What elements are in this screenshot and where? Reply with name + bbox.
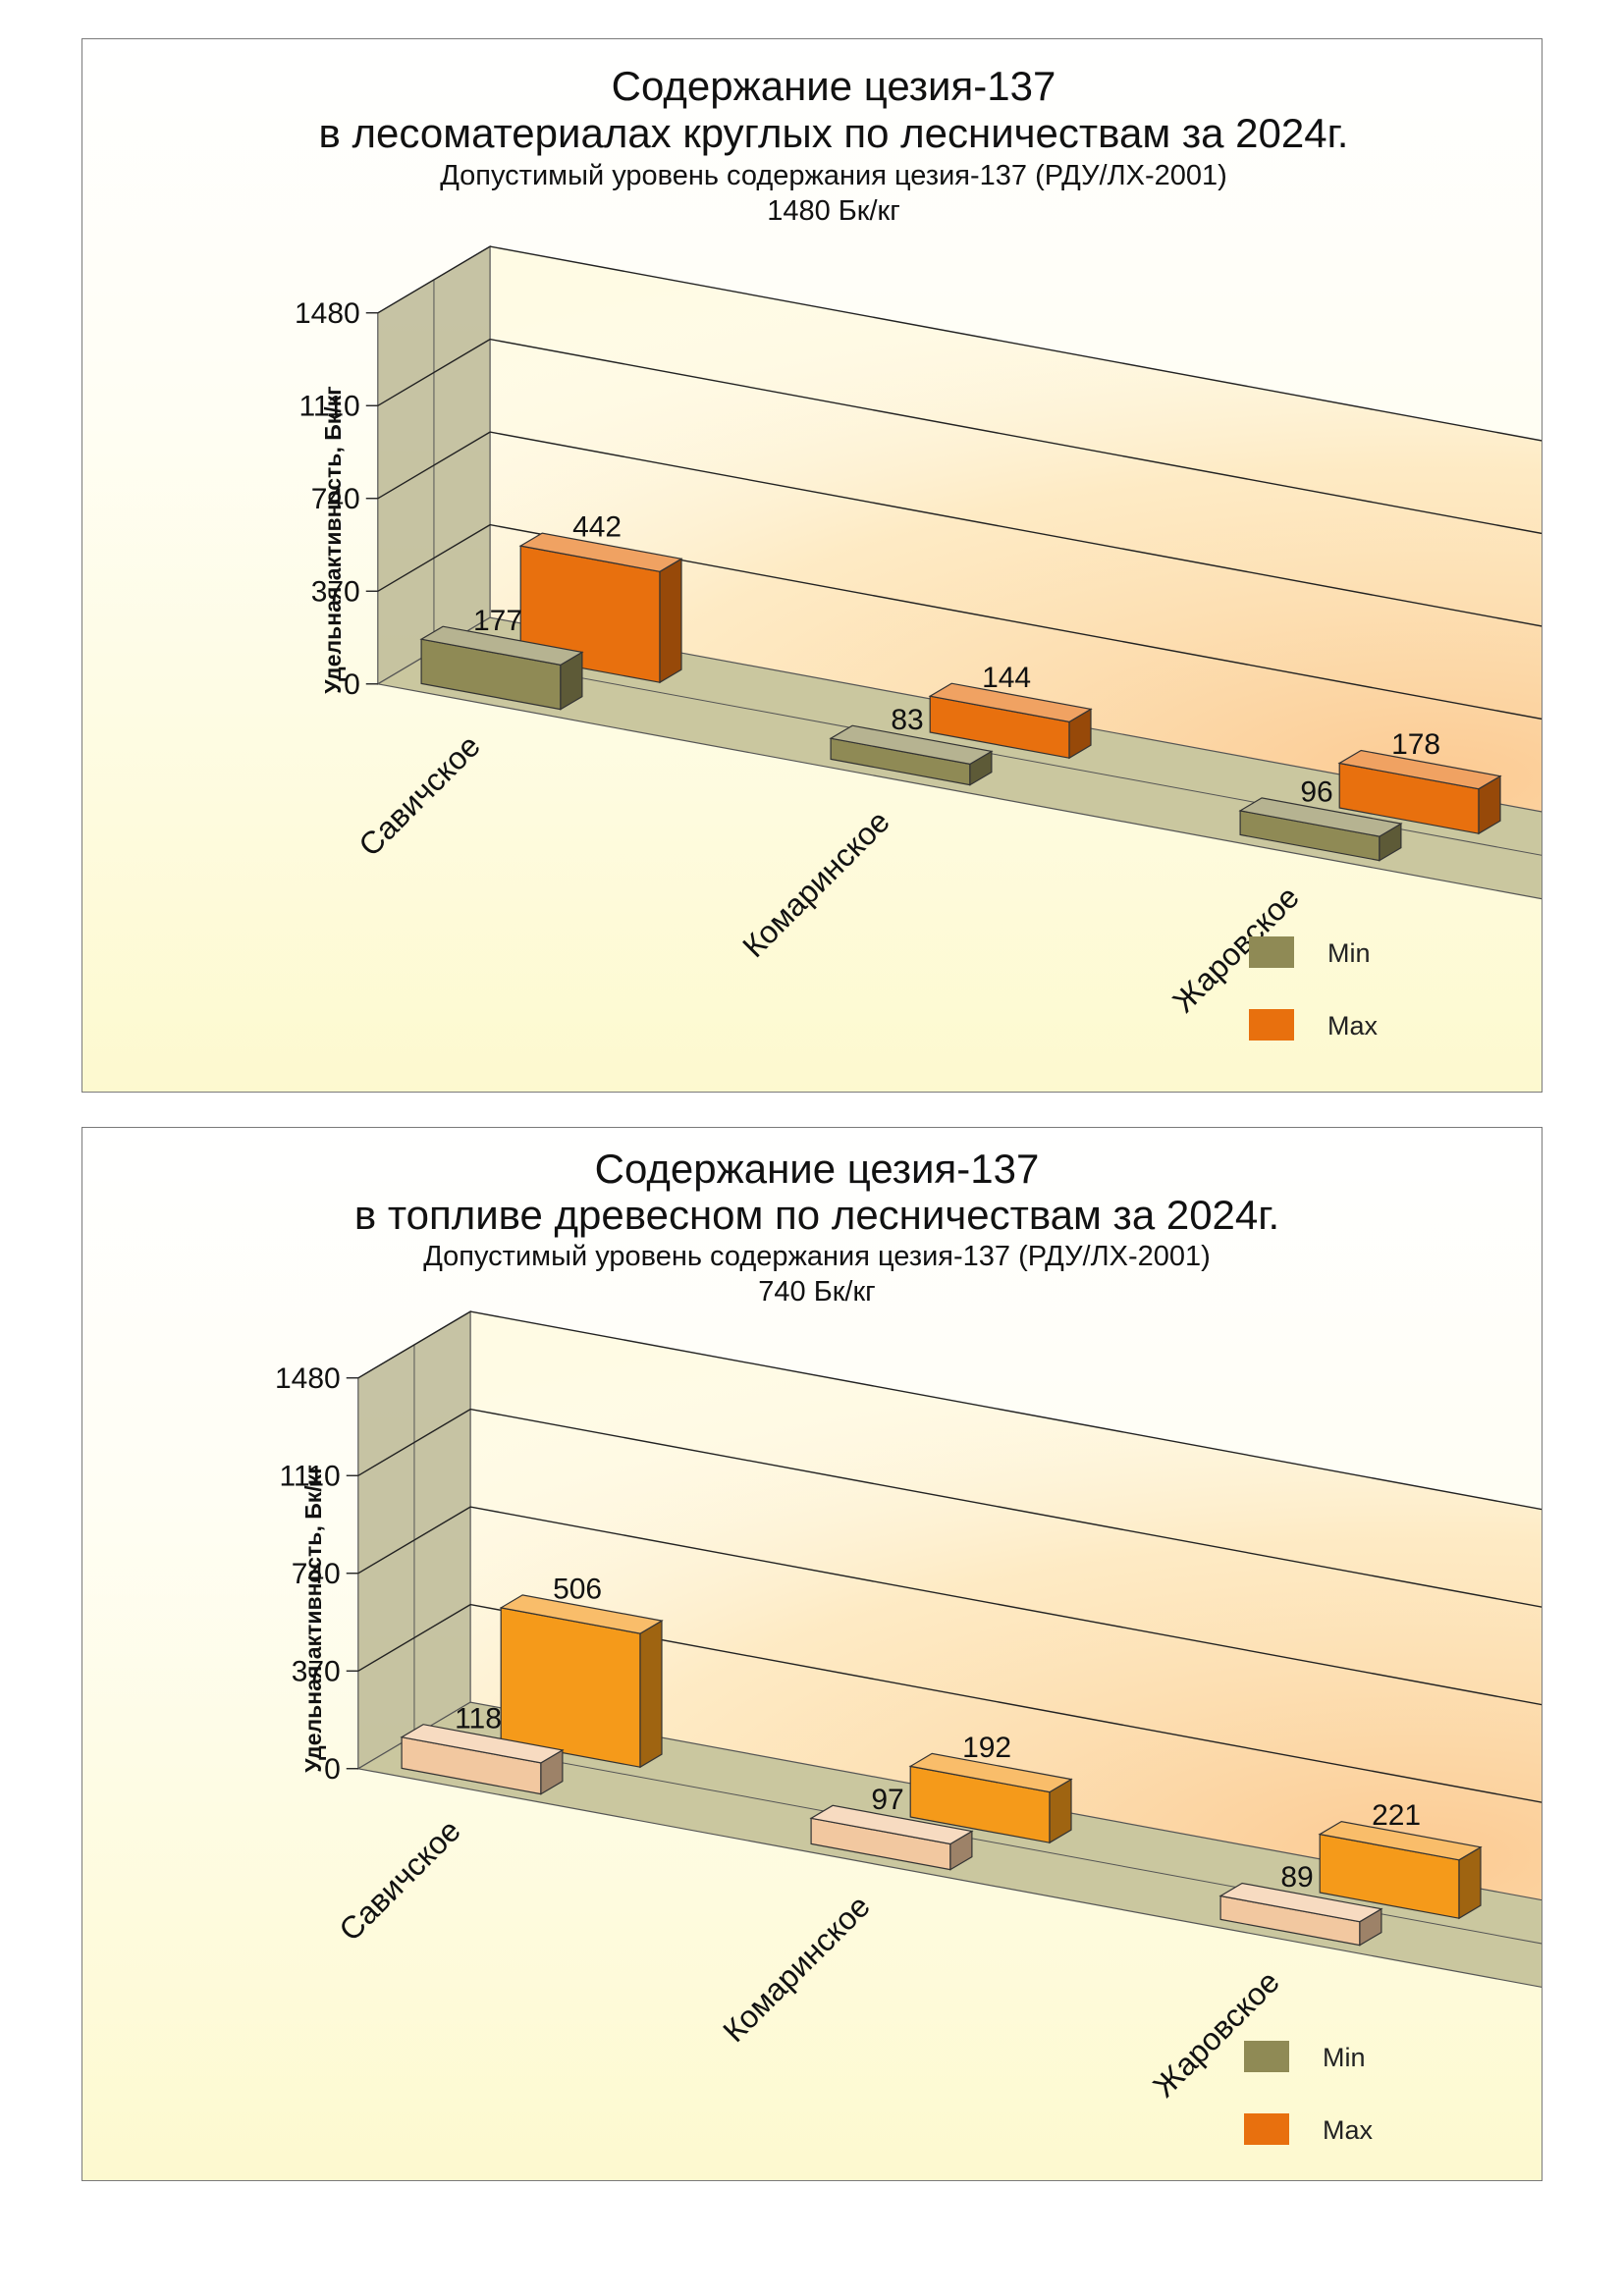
- data-labels: 506192221467164118978912489: [455, 1574, 1421, 1895]
- gridline: [357, 1603, 1542, 1803]
- y-axis-label: Удельная активность, Бк/кг: [320, 386, 346, 693]
- chart-title: Содержание цезия-137: [595, 1146, 1040, 1192]
- data-label-min-0: 177: [473, 605, 522, 637]
- bar-top: [1337, 749, 1502, 790]
- bar-top: [419, 625, 584, 667]
- bar-min-1: [829, 724, 994, 786]
- data-label-max-2: 178: [1391, 728, 1440, 761]
- plot-area: [365, 245, 1542, 900]
- legend-label-max: Max: [1323, 2115, 1374, 2145]
- chart-subtitle-line2: 1480 Бк/кг: [767, 195, 900, 227]
- legend-label-min: Min: [1323, 2043, 1366, 2072]
- data-label-max-2: 221: [1372, 1799, 1421, 1832]
- bar-max-2: [1337, 749, 1502, 835]
- bar-top: [1318, 1820, 1483, 1861]
- category-label-1: Комаринское: [735, 803, 896, 964]
- y-tick-label: 0: [324, 1753, 341, 1786]
- bar-min-0: [400, 1724, 565, 1795]
- data-label-min-2: 96: [1300, 775, 1332, 808]
- bar-max-2: [1318, 1820, 1483, 1920]
- bar-top: [518, 532, 683, 572]
- chart-panel-wood-fuel: Содержание цезия-137 в топливе древесном…: [81, 1127, 1543, 2181]
- data-label-min-2: 89: [1280, 1861, 1313, 1894]
- y-tick-label: 1110: [298, 390, 359, 422]
- category-label-0: Савичское: [352, 727, 487, 863]
- y-tick-label: 0: [344, 668, 360, 701]
- category-label-0: Савичское: [332, 1812, 467, 1948]
- chart-subtitle: Допустимый уровень содержания цезия-137 …: [440, 160, 1227, 191]
- y-tick-label: 370: [292, 1655, 341, 1687]
- chart-subtitle-line2: 740 Бк/кг: [758, 1276, 875, 1308]
- chart-title-line2: в топливе древесном по лесничествам за 2…: [354, 1192, 1279, 1238]
- chart-title: Содержание цезия-137: [612, 63, 1056, 109]
- y-tick-label: 1480: [275, 1362, 341, 1395]
- bar-top: [908, 1752, 1073, 1793]
- chart-svg-wood-round: Содержание цезия-137 в лесоматериалах кр…: [295, 63, 1542, 1041]
- category-label-1: Комаринское: [716, 1888, 877, 2049]
- legend-swatch-max: [1249, 1009, 1294, 1041]
- bar-max-1: [908, 1752, 1073, 1844]
- bar-side: [659, 558, 682, 684]
- y-tick-label: 370: [311, 575, 360, 608]
- bar-top: [499, 1594, 664, 1634]
- gridline: [377, 431, 1542, 627]
- legend: Min Max: [1249, 936, 1379, 1041]
- data-labels: 4421441784161311778396150102: [473, 511, 1440, 809]
- data-label-max-1: 144: [982, 662, 1031, 694]
- gridline: [377, 523, 1542, 721]
- bar-min-1: [809, 1804, 974, 1871]
- bar-min-0: [419, 625, 584, 711]
- data-label-max-0: 442: [572, 511, 622, 544]
- gridline: [357, 1310, 1542, 1511]
- bar-top: [928, 682, 1093, 723]
- gridline: [357, 1408, 1542, 1608]
- y-tick-label: 1110: [279, 1460, 340, 1492]
- row-divider: [433, 650, 1542, 856]
- legend: Min Max: [1244, 2041, 1374, 2145]
- data-label-max-1: 192: [962, 1732, 1011, 1764]
- legend-swatch-min: [1244, 2041, 1289, 2072]
- bar-top: [400, 1724, 565, 1764]
- y-tick-label: 740: [311, 483, 360, 515]
- data-label-max-0: 506: [553, 1574, 602, 1606]
- y-tick-label: 740: [292, 1558, 341, 1590]
- chart-panel-wood-round: Содержание цезия-137 в лесоматериалах кр…: [81, 38, 1543, 1093]
- bar-side: [639, 1620, 663, 1769]
- bar-top: [809, 1804, 974, 1845]
- plot-area: [346, 1310, 1542, 1988]
- y-tick-label: 1480: [295, 297, 360, 330]
- bar-top: [1238, 797, 1403, 837]
- data-label-min-1: 83: [891, 704, 923, 736]
- legend-swatch-min: [1249, 936, 1294, 968]
- bar-top: [1218, 1882, 1383, 1923]
- bar-min-2: [1218, 1882, 1383, 1947]
- data-label-min-0: 118: [455, 1702, 502, 1735]
- bar-min-2: [1238, 797, 1403, 862]
- row-divider: [413, 1735, 1542, 1945]
- category-label-3: Лубеникское: [1540, 2039, 1543, 2181]
- y-axis-label: Удельная активность, Бк/кг: [300, 1465, 326, 1772]
- legend-label-min: Min: [1327, 938, 1371, 968]
- bar-max-0: [499, 1594, 664, 1769]
- bar-top: [829, 724, 994, 766]
- category-label-2: Жаровское: [1146, 1963, 1286, 2104]
- gridline: [377, 245, 1542, 442]
- chart-subtitle: Допустимый уровень содержания цезия-137 …: [423, 1241, 1211, 1272]
- bar-max-1: [928, 682, 1093, 760]
- legend-swatch-max: [1244, 2113, 1289, 2145]
- chart-title-line2: в лесоматериалах круглых по лесничествам…: [319, 110, 1349, 156]
- data-label-min-1: 97: [871, 1784, 903, 1816]
- legend-label-max: Max: [1327, 1011, 1379, 1041]
- gridline: [377, 338, 1542, 535]
- chart-svg-wood-fuel: Содержание цезия-137 в топливе древесном…: [275, 1146, 1543, 2181]
- gridline: [357, 1506, 1542, 1706]
